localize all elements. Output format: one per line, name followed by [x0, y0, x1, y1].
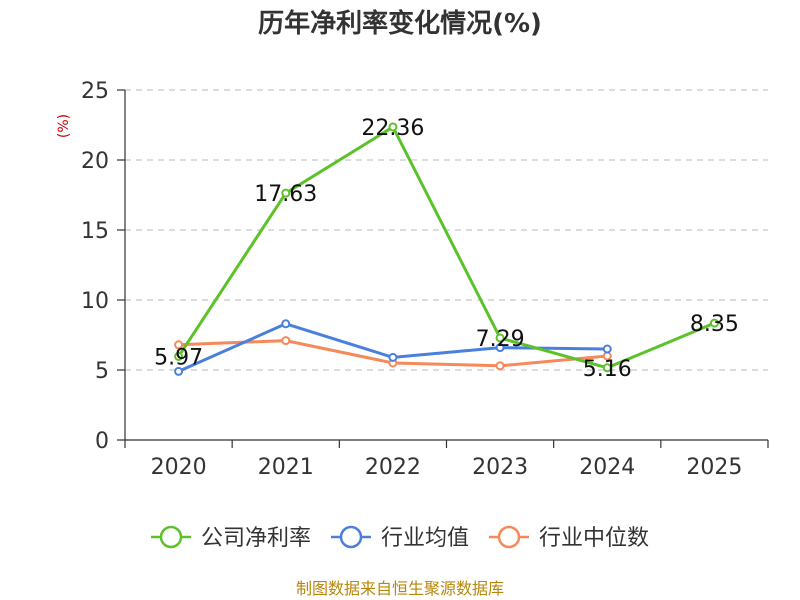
y-tick-label: 15: [81, 219, 109, 244]
x-tick-label: 2024: [579, 455, 635, 480]
data-label: 5.97: [154, 345, 203, 370]
data-point: [388, 352, 398, 362]
data-point: [495, 361, 505, 371]
data-label: 5.16: [583, 357, 632, 382]
legend-marker: [159, 525, 183, 549]
data-point: [281, 336, 291, 346]
chart-title: 历年净利率变化情况(%): [258, 8, 542, 39]
data-point: [602, 344, 612, 354]
data-label: 17.63: [254, 182, 317, 207]
y-axis-label: (%): [56, 114, 72, 138]
data-point: [281, 319, 291, 329]
y-tick-label: 0: [95, 429, 109, 454]
legend-label: 行业均值: [381, 526, 469, 551]
legend-marker: [339, 525, 363, 549]
x-tick-label: 2021: [258, 455, 314, 480]
source-note: 制图数据来自恒生聚源数据库: [296, 579, 504, 598]
data-point: [174, 340, 184, 350]
series-line: [177, 125, 715, 370]
legend: 公司净利率 行业均值 行业中位数: [151, 525, 649, 551]
y-tick-label: 10: [81, 289, 109, 314]
y-tick-label: 25: [81, 79, 109, 104]
data-point: [602, 363, 612, 373]
y-tick-label: 5: [95, 359, 109, 384]
data-point: [281, 188, 291, 198]
data-point: [495, 333, 505, 343]
series-group: [174, 122, 719, 376]
data-label: 22.36: [361, 116, 424, 141]
data-point: [709, 318, 719, 328]
x-tick-label: 2023: [472, 455, 528, 480]
x-tick-label: 2022: [365, 455, 421, 480]
data-point: [174, 351, 184, 361]
data-point: [174, 366, 184, 376]
data-label: 8.35: [690, 312, 739, 337]
x-tick-label: 2025: [686, 455, 742, 480]
legend-marker: [497, 525, 521, 549]
legend-label: 公司净利率: [201, 526, 311, 551]
data-label: 7.29: [476, 327, 525, 352]
data-labels: 5.97 17.63 22.36 7.29 5.16 8.35: [154, 116, 739, 382]
y-tick-label: 20: [81, 149, 109, 174]
legend-label: 行业中位数: [539, 526, 649, 551]
x-tick-label: 2020: [151, 455, 207, 480]
data-point: [495, 343, 505, 353]
data-point: [388, 122, 398, 132]
